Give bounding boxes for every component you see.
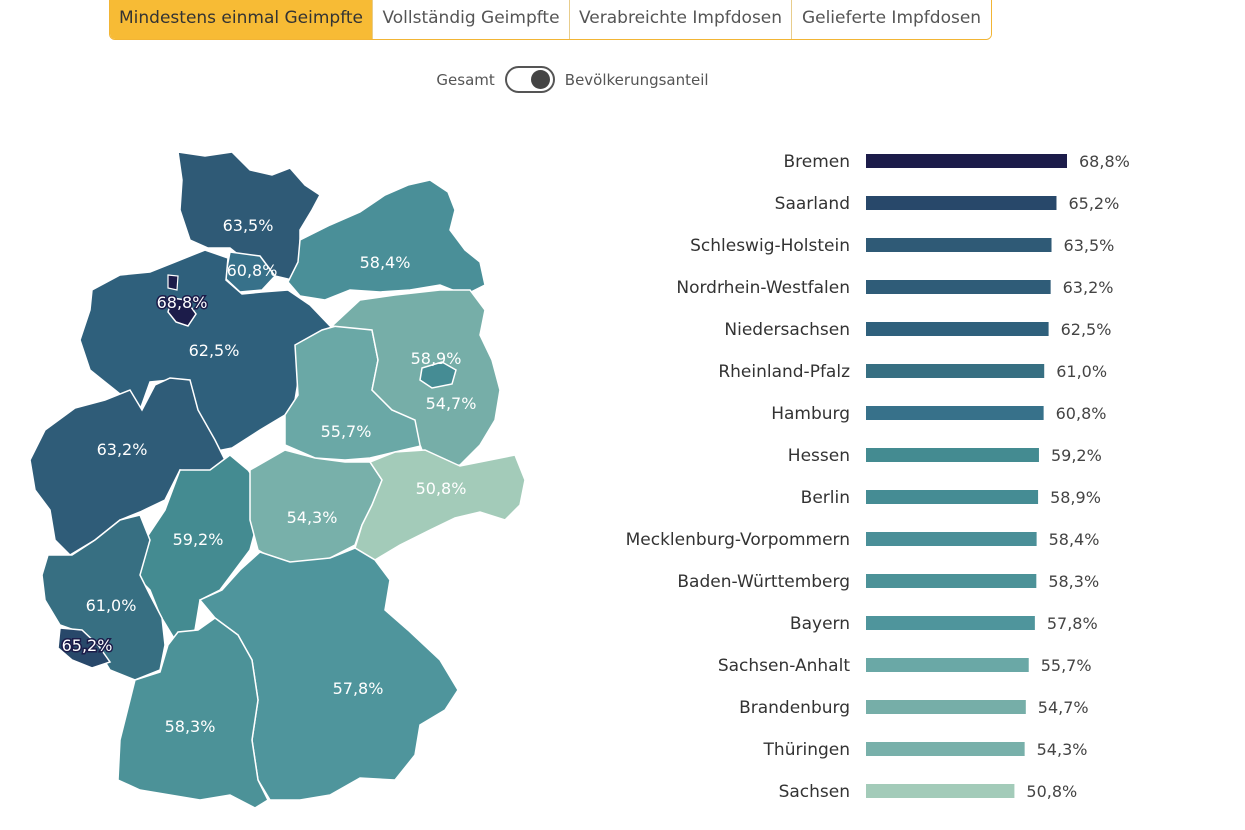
map-label-hamburg: 60,8% xyxy=(227,261,278,280)
map-label-nordrhein-westfalen: 63,2% xyxy=(97,440,148,459)
map-region-berlin[interactable] xyxy=(419,361,457,389)
bar-value-thueringen: 54,3% xyxy=(1037,740,1088,759)
bar-label-bremen: Bremen xyxy=(783,152,850,172)
map-label-thueringen: 54,3% xyxy=(287,508,338,527)
bar-bremen[interactable] xyxy=(866,154,1067,168)
metric-tabs: Mindestens einmal Geimpfte Vollständig G… xyxy=(109,0,992,40)
bar-hamburg[interactable] xyxy=(866,406,1044,420)
toggle-label-bevoelkerungsanteil: Bevölkerungsanteil xyxy=(564,70,709,89)
bar-saarland[interactable] xyxy=(866,196,1057,210)
bar-value-baden-wuerttemberg: 58,3% xyxy=(1048,572,1099,591)
display-toggle-switch[interactable] xyxy=(504,66,555,93)
bar-value-bremen: 68,8% xyxy=(1079,152,1130,171)
bar-berlin[interactable] xyxy=(866,490,1039,504)
bar-baden-wuerttemberg[interactable] xyxy=(866,574,1037,588)
map-region-mecklenburg-vorpommern[interactable] xyxy=(287,179,486,301)
tab-gelieferte-impfdosen[interactable]: Gelieferte Impfdosen xyxy=(791,0,991,39)
bar-label-baden-wuerttemberg: Baden-Württemberg xyxy=(677,572,850,592)
map-region-saarland[interactable] xyxy=(57,627,112,669)
bar-value-bayern: 57,8% xyxy=(1047,614,1098,633)
map-label-bremen: 68,8% xyxy=(157,293,208,312)
display-toggle-row: Gesamt Bevölkerungsanteil xyxy=(0,66,1245,93)
map-label-saarland: 65,2% xyxy=(62,636,113,655)
map-label-niedersachsen: 62,5% xyxy=(189,341,240,360)
bar-label-hessen: Hessen xyxy=(788,446,850,466)
bar-value-rheinland-pfalz: 61,0% xyxy=(1056,362,1107,381)
bar-chart: Bremen 68,8% Saarland 65,2% Schleswig-Holste… xyxy=(626,152,1130,802)
bar-label-bayern: Bayern xyxy=(790,614,850,634)
map-region-sachsen[interactable] xyxy=(354,449,526,561)
bar-label-thueringen: Thüringen xyxy=(763,740,850,760)
bar-value-nordrhein-westfalen: 63,2% xyxy=(1063,278,1114,297)
bar-label-schleswig-holstein: Schleswig-Holstein xyxy=(690,236,850,256)
toggle-label-gesamt: Gesamt xyxy=(436,70,495,89)
bar-label-saarland: Saarland xyxy=(775,194,850,214)
tab-mindestens-einmal-geimpfte[interactable]: Mindestens einmal Geimpfte xyxy=(110,0,372,39)
bar-nordrhein-westfalen[interactable] xyxy=(866,280,1051,294)
germany-map: 63,5% 60,8% 68,8% 58,4% 62,5% 58,9% 54,7… xyxy=(29,151,526,809)
map-region-bremerhaven xyxy=(167,274,179,291)
bar-hessen[interactable] xyxy=(866,448,1039,462)
map-label-schleswig-holstein: 63,5% xyxy=(223,216,274,235)
bar-brandenburg[interactable] xyxy=(866,700,1026,714)
bar-value-hamburg: 60,8% xyxy=(1056,404,1107,423)
map-label-baden-wuerttemberg: 58,3% xyxy=(165,717,216,736)
map-label-sachsen-anhalt: 55,7% xyxy=(321,422,372,441)
map-label-brandenburg: 54,7% xyxy=(426,394,477,413)
bar-label-sachsen: Sachsen xyxy=(779,782,850,802)
bar-sachsen[interactable] xyxy=(866,784,1015,798)
bar-value-berlin: 58,9% xyxy=(1050,488,1101,507)
map-region-bremen[interactable] xyxy=(167,297,197,327)
map-region-rheinland-pfalz[interactable] xyxy=(41,514,166,681)
bar-value-niedersachsen: 62,5% xyxy=(1061,320,1112,339)
bar-value-schleswig-holstein: 63,5% xyxy=(1064,236,1115,255)
toggle-knob xyxy=(530,70,550,89)
bar-value-brandenburg: 54,7% xyxy=(1038,698,1089,717)
bar-value-mecklenburg-vorpommern: 58,4% xyxy=(1049,530,1100,549)
map-label-bayern: 57,8% xyxy=(333,679,384,698)
bar-value-saarland: 65,2% xyxy=(1068,194,1119,213)
map-region-baden-wuerttemberg[interactable] xyxy=(117,617,269,809)
bar-label-mecklenburg-vorpommern: Mecklenburg-Vorpommern xyxy=(626,530,850,550)
bar-value-sachsen-anhalt: 55,7% xyxy=(1041,656,1092,675)
bar-schleswig-holstein[interactable] xyxy=(866,238,1052,252)
bar-rheinland-pfalz[interactable] xyxy=(866,364,1045,378)
bar-label-hamburg: Hamburg xyxy=(771,404,850,424)
map-label-hessen: 59,2% xyxy=(173,530,224,549)
bar-value-sachsen: 50,8% xyxy=(1026,782,1077,801)
bar-value-hessen: 59,2% xyxy=(1051,446,1102,465)
map-label-berlin: 58,9% xyxy=(411,349,462,368)
bar-mecklenburg-vorpommern[interactable] xyxy=(866,532,1037,546)
bar-label-brandenburg: Brandenburg xyxy=(739,698,850,718)
map-region-brandenburg[interactable] xyxy=(330,289,501,471)
bar-label-nordrhein-westfalen: Nordrhein-Westfalen xyxy=(676,278,850,298)
bar-niedersachsen[interactable] xyxy=(866,322,1049,336)
bar-label-berlin: Berlin xyxy=(801,488,850,508)
bar-sachsen-anhalt[interactable] xyxy=(866,658,1029,672)
bar-label-niedersachsen: Niedersachsen xyxy=(724,320,850,340)
bar-label-sachsen-anhalt: Sachsen-Anhalt xyxy=(718,656,850,676)
map-label-rheinland-pfalz: 61,0% xyxy=(86,596,137,615)
tab-verabreichte-impfdosen[interactable]: Verabreichte Impfdosen xyxy=(569,0,791,39)
bar-thueringen[interactable] xyxy=(866,742,1025,756)
tab-vollstaendig-geimpfte[interactable]: Vollständig Geimpfte xyxy=(372,0,569,39)
map-label-mecklenburg-vorpommern: 58,4% xyxy=(360,253,411,272)
bar-label-rheinland-pfalz: Rheinland-Pfalz xyxy=(718,362,850,382)
bar-bayern[interactable] xyxy=(866,616,1035,630)
map-label-sachsen: 50,8% xyxy=(416,479,467,498)
